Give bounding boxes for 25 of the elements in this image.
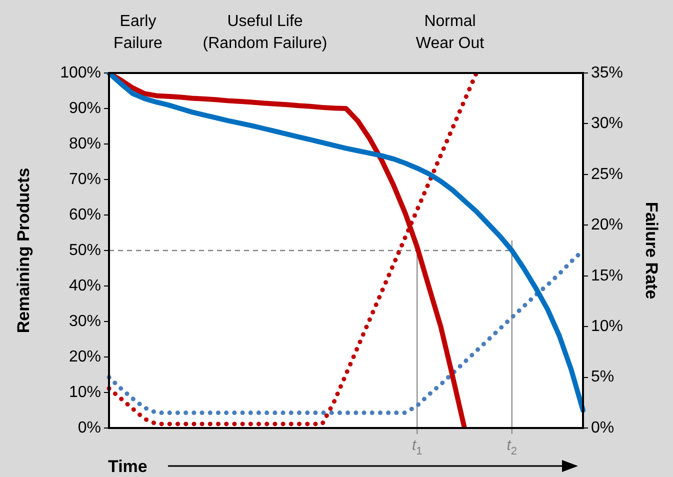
y2-tick-label: 35% bbox=[591, 64, 624, 82]
y2-tick-label: 20% bbox=[591, 216, 624, 234]
y-tick-label: 90% bbox=[68, 100, 101, 117]
y-tick-label: 100% bbox=[60, 64, 101, 82]
y-tick-label: 10% bbox=[68, 384, 101, 401]
text: Normal Wear Out bbox=[416, 13, 485, 52]
y2-tick-label: 0% bbox=[591, 419, 614, 436]
x-axis-title: Time bbox=[108, 457, 148, 476]
y2-tick-label: 10% bbox=[591, 318, 624, 335]
text: Useful Life (Random Failure) bbox=[202, 13, 328, 52]
y2-tick-label: 30% bbox=[591, 115, 624, 132]
y-tick-label: 60% bbox=[68, 206, 101, 224]
y-tick-label: 0% bbox=[78, 419, 101, 436]
y2-tick-label: 5% bbox=[591, 368, 614, 386]
y-tick-label: 70% bbox=[68, 170, 101, 188]
y-tick-label: 40% bbox=[68, 277, 101, 294]
y-axis-title: Remaining Products bbox=[14, 168, 33, 334]
y2-axis-title: Failure Rate bbox=[642, 202, 662, 300]
y-tick-label: 50% bbox=[68, 242, 101, 259]
text: Early Failure bbox=[114, 13, 163, 52]
y2-tick-label: 25% bbox=[591, 166, 624, 183]
y2-tick-label: 15% bbox=[591, 267, 624, 284]
y-tick-label: 80% bbox=[68, 135, 101, 152]
y-tick-label: 30% bbox=[68, 312, 101, 330]
y-tick-label: 20% bbox=[68, 348, 101, 366]
